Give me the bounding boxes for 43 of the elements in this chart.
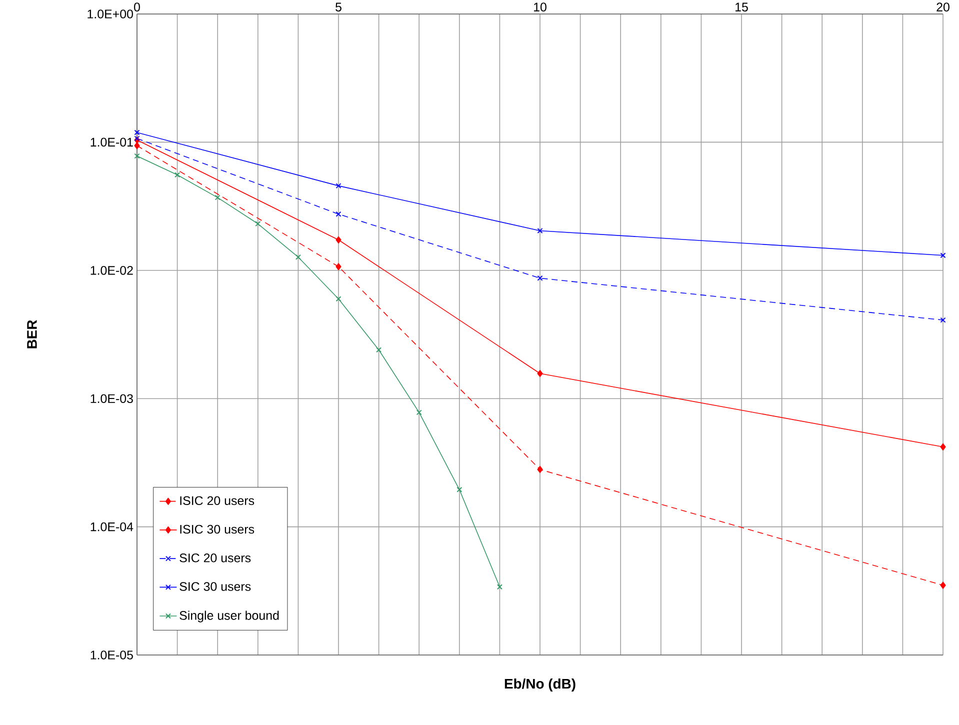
legend-label: ISIC 30 users bbox=[180, 524, 254, 534]
point bbox=[940, 443, 946, 450]
point bbox=[940, 252, 946, 258]
x-tick-label: 15 bbox=[736, 2, 748, 12]
point bbox=[537, 228, 543, 234]
y-tick-label: 1.0E-02 bbox=[90, 266, 133, 275]
x-axis-title: Eb/No (dB) bbox=[504, 678, 576, 692]
y-tick-label: 1.0E-03 bbox=[90, 394, 133, 404]
legend-label: SIC 30 users bbox=[180, 582, 251, 591]
legend-label: Single user bound bbox=[180, 610, 279, 622]
point bbox=[456, 486, 462, 492]
point bbox=[537, 275, 543, 281]
point bbox=[174, 172, 180, 178]
y-axis-title: BER bbox=[27, 320, 37, 348]
point bbox=[537, 466, 543, 474]
point bbox=[336, 236, 342, 244]
y-tick-label: 1.0E-04 bbox=[90, 522, 134, 532]
point bbox=[336, 211, 342, 217]
point bbox=[376, 347, 382, 353]
y-tick-label: 1.0E+00 bbox=[88, 10, 133, 18]
point bbox=[336, 296, 342, 302]
point bbox=[134, 136, 140, 142]
legend-label: SIC 20 users bbox=[180, 553, 251, 562]
point bbox=[134, 130, 140, 136]
point bbox=[134, 142, 140, 150]
point bbox=[214, 194, 220, 200]
legend-label: ISIC 20 users bbox=[180, 496, 254, 506]
x-tick-label: 0 bbox=[134, 2, 140, 12]
x-tick-label: 5 bbox=[336, 2, 342, 12]
x-tick-label: 20 bbox=[936, 2, 950, 12]
point bbox=[336, 183, 342, 189]
point bbox=[295, 254, 301, 260]
point bbox=[496, 584, 502, 590]
y-tick-label: 1.0E-01 bbox=[90, 138, 133, 147]
point bbox=[416, 410, 422, 416]
y-tick-label: 1.0E-05 bbox=[90, 650, 133, 660]
point bbox=[255, 221, 261, 227]
point bbox=[134, 153, 140, 159]
point bbox=[940, 317, 946, 323]
x-tick-label: 10 bbox=[534, 2, 546, 12]
point bbox=[336, 263, 342, 270]
point bbox=[537, 370, 543, 378]
point bbox=[940, 582, 946, 589]
